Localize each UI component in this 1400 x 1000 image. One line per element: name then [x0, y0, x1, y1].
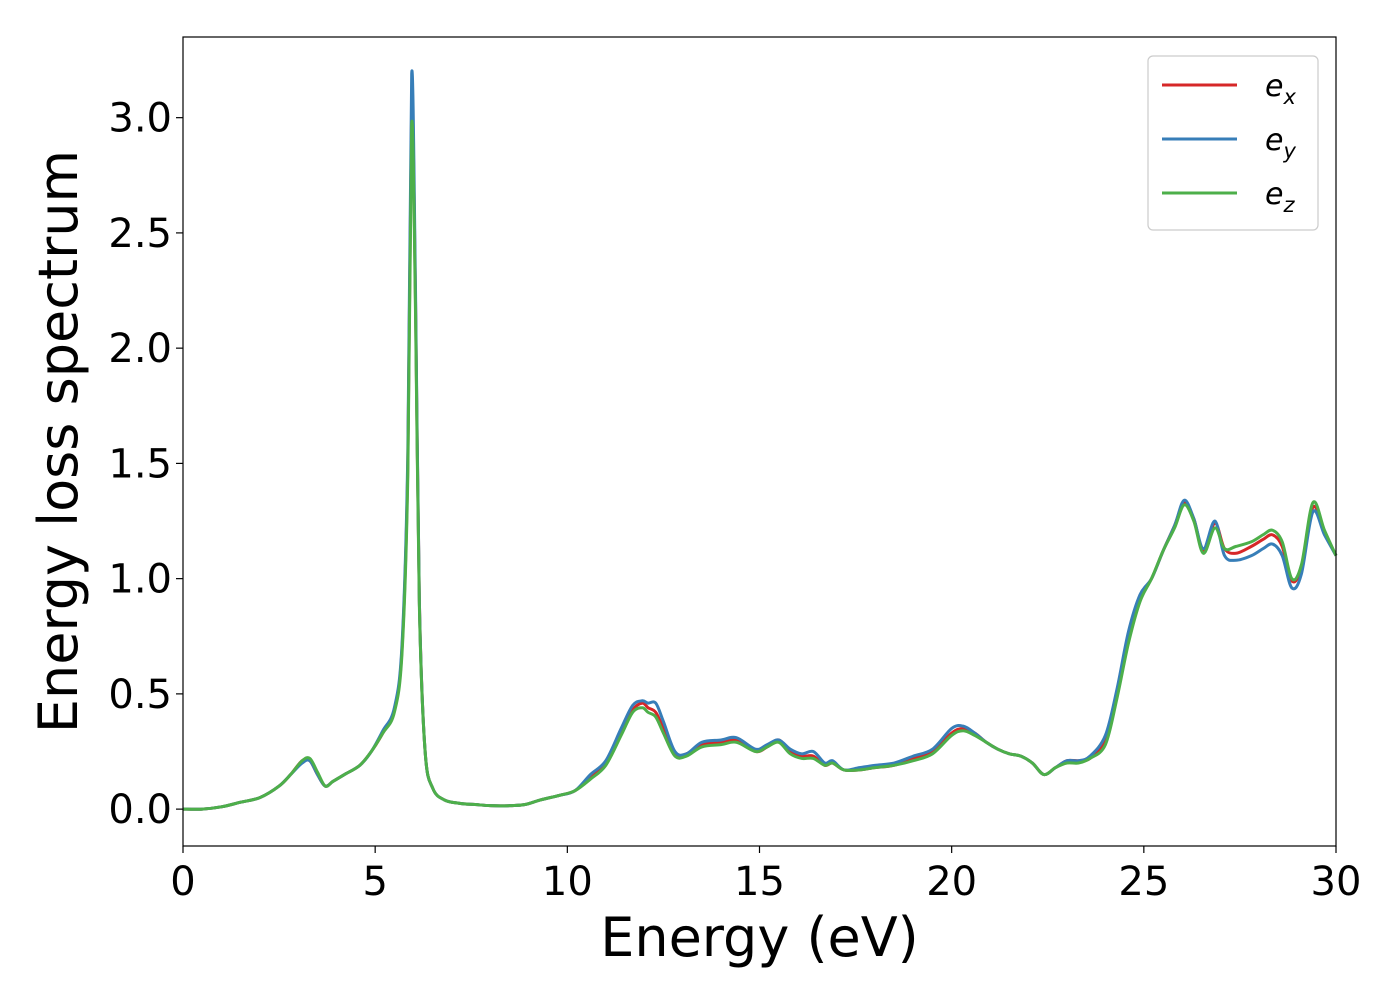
y-tick-label: 0.5	[108, 672, 172, 718]
series-line-ez	[182, 119, 1338, 811]
y-axis-label: Energy loss spectrum	[27, 150, 90, 733]
y-tick-label: 0.0	[108, 787, 172, 833]
x-axis-label: Energy (eV)	[600, 906, 919, 969]
y-axis-ticks: 0.0 0.5 1.0 1.5 2.0 2.5 3.0	[108, 96, 183, 833]
x-tick-label: 5	[362, 859, 387, 905]
y-tick-label: 2.0	[108, 326, 172, 372]
x-tick-label: 15	[734, 859, 785, 905]
x-axis-ticks: 0 5 10 15 20 25 30	[170, 846, 1361, 905]
legend-box	[1147, 55, 1319, 231]
y-tick-label: 1.5	[108, 441, 172, 487]
y-tick-label: 3.0	[108, 96, 172, 142]
plot-area	[183, 37, 1336, 846]
x-tick-label: 25	[1118, 859, 1169, 905]
y-tick-label: 2.5	[108, 211, 172, 257]
x-tick-label: 20	[926, 859, 977, 905]
y-tick-label: 1.0	[108, 557, 172, 603]
x-tick-label: 0	[170, 859, 195, 905]
series-layer	[182, 69, 1338, 811]
x-tick-label: 10	[542, 859, 593, 905]
x-tick-label: 30	[1311, 859, 1362, 905]
